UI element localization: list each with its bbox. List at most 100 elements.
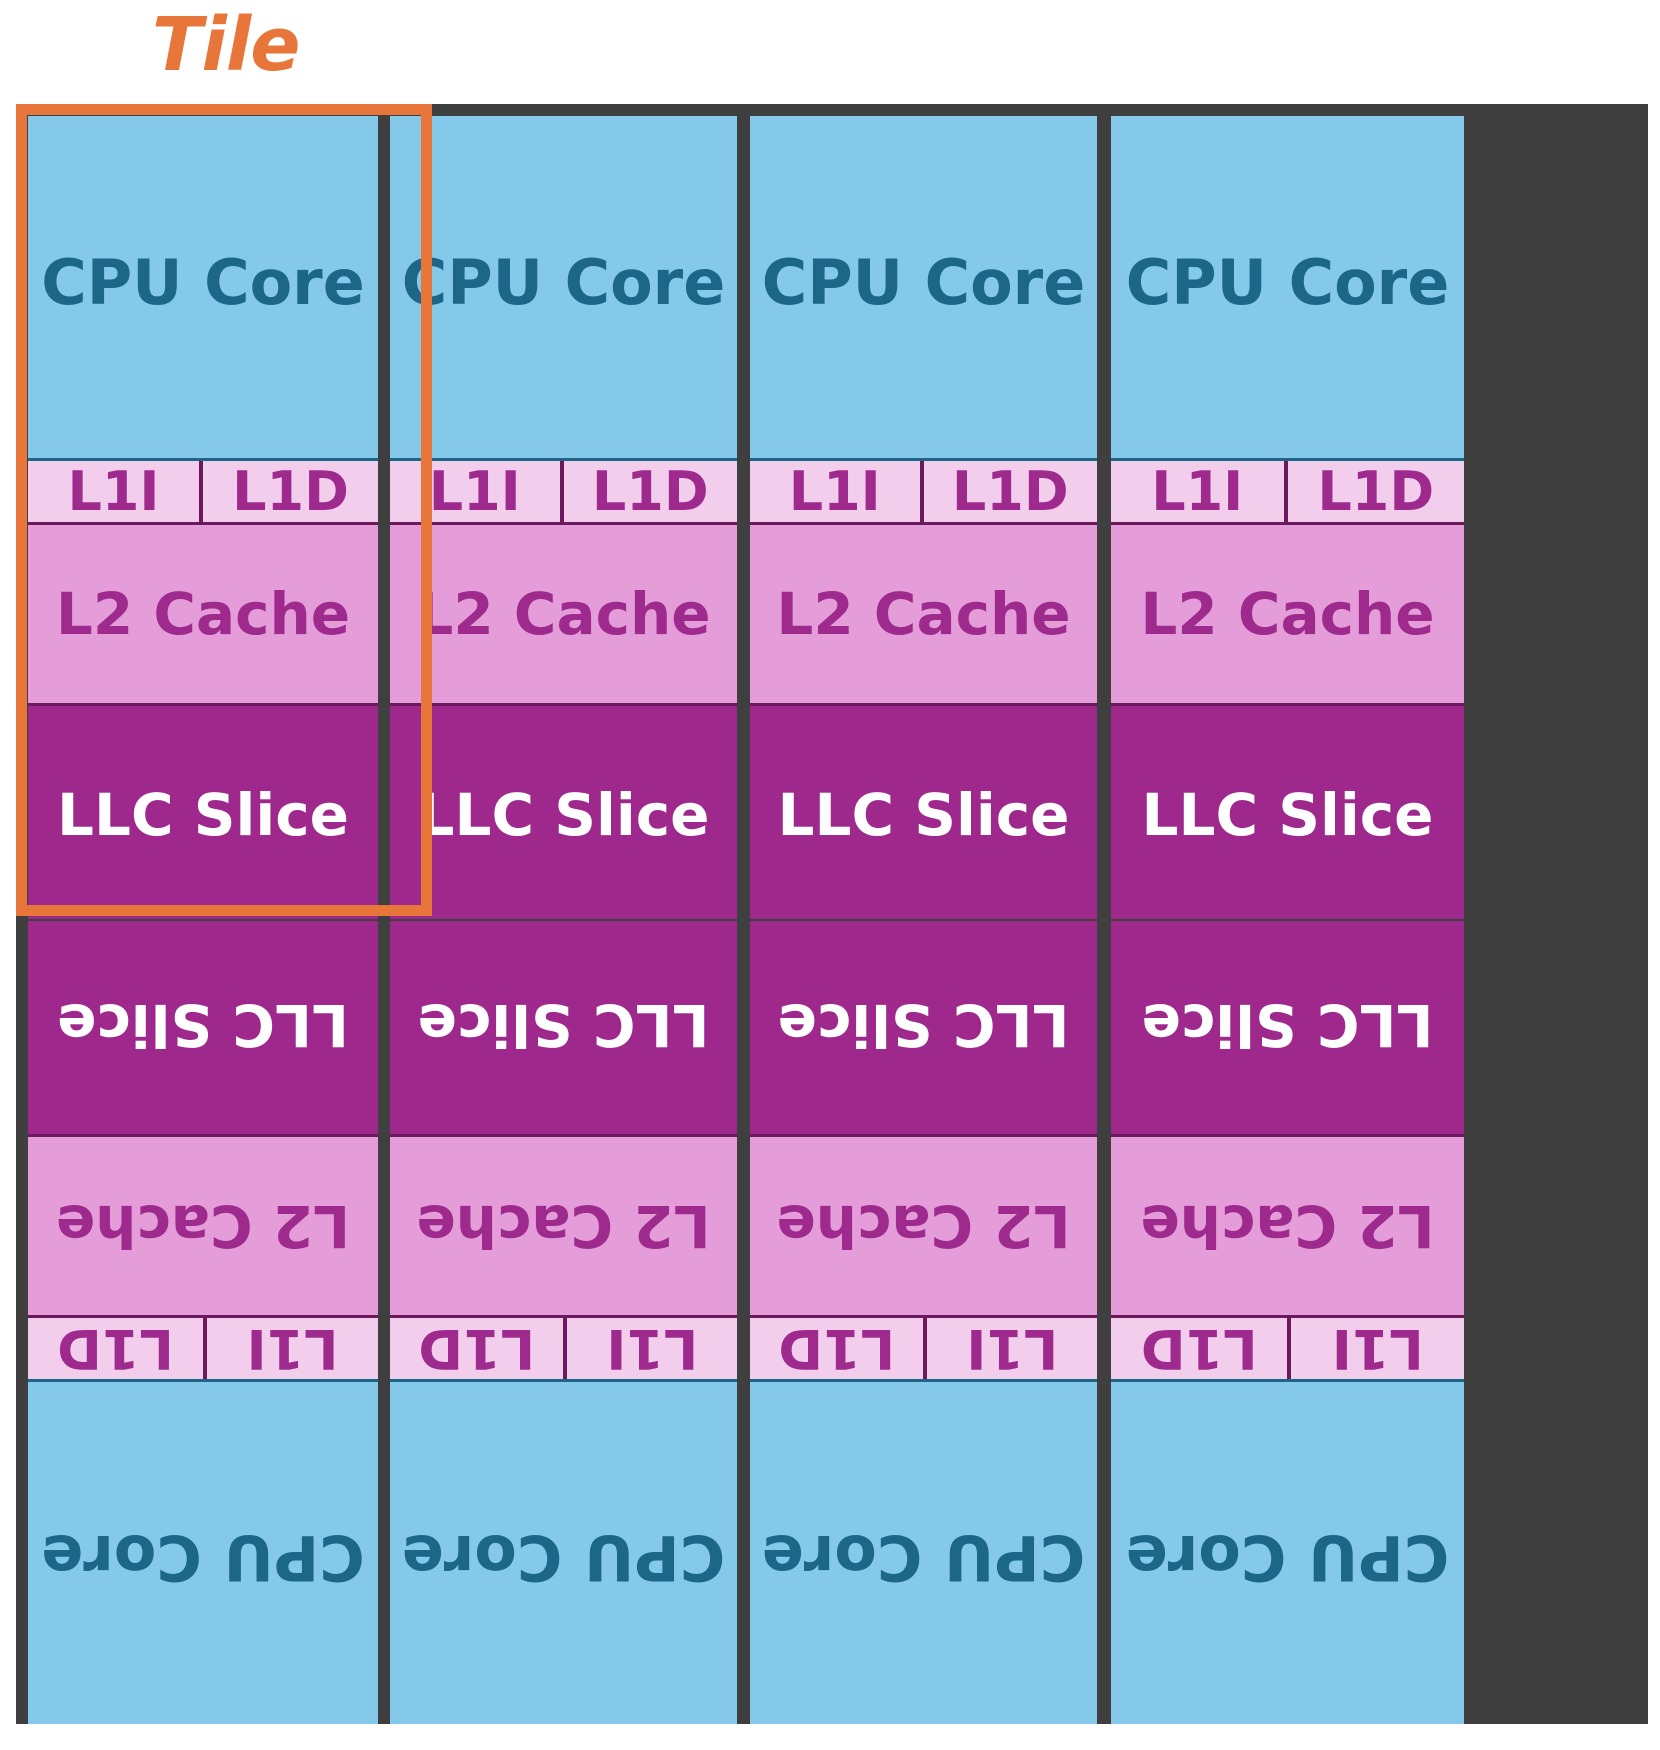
l1-cache-row: L1I L1D <box>1111 1315 1464 1380</box>
l1i-cache-block: L1I <box>923 1317 1097 1380</box>
cpu-core-block: CPU Core <box>390 116 737 461</box>
llc-slice-label: LLC Slice <box>1141 991 1434 1060</box>
cpu-core-block: CPU Core <box>28 1379 378 1724</box>
l2-cache-block: L2 Cache <box>390 525 737 706</box>
l1d-label: L1D <box>57 1317 174 1380</box>
l1d-cache-block: L1D <box>1288 460 1465 523</box>
llc-slice-block: LLC Slice <box>390 921 737 1134</box>
llc-slice-block: LLC Slice <box>750 921 1097 1134</box>
l1d-label: L1D <box>1317 460 1435 523</box>
llc-slice-label: LLC Slice <box>1141 780 1434 849</box>
cpu-core-label: CPU Core <box>401 245 726 319</box>
l1i-label: L1I <box>966 1317 1059 1380</box>
l1i-label: L1I <box>428 460 521 523</box>
tile-half: CPU Core L1I L1D L2 Cache LLC Slice <box>390 116 737 919</box>
cpu-core-block: CPU Core <box>390 1379 737 1724</box>
tile-half-rotated: CPU Core L1I L1D L2 Cache LLC Slice <box>750 921 1097 1724</box>
cpu-core-label: CPU Core <box>41 1521 365 1595</box>
l1i-label: L1I <box>1331 1317 1424 1380</box>
l1d-label: L1D <box>951 460 1069 523</box>
l2-cache-block: L2 Cache <box>1111 1134 1464 1315</box>
tile-top-1: CPU Core L1I L1D L2 Cache LLC Slice <box>28 116 378 919</box>
l2-cache-block: L2 Cache <box>390 1134 737 1315</box>
llc-slice-label: LLC Slice <box>417 780 710 849</box>
l2-cache-label: L2 Cache <box>776 580 1071 648</box>
llc-slice-label: LLC Slice <box>777 991 1070 1060</box>
tile-half: CPU Core L1I L1D L2 Cache LLC Slice <box>1111 116 1464 919</box>
l1d-cache-block: L1D <box>28 1317 203 1380</box>
llc-slice-label: LLC Slice <box>417 991 710 1060</box>
l1-cache-row: L1I L1D <box>390 1315 737 1380</box>
l1-cache-row: L1I L1D <box>750 1315 1097 1380</box>
l1d-label: L1D <box>232 460 349 523</box>
l1i-cache-block: L1I <box>1287 1317 1464 1380</box>
l1i-label: L1I <box>67 460 160 523</box>
cpu-core-label: CPU Core <box>761 245 1086 319</box>
llc-slice-block: LLC Slice <box>750 706 1097 919</box>
l2-cache-label: L2 Cache <box>776 1192 1071 1260</box>
l1d-label: L1D <box>591 460 709 523</box>
tile-half: CPU Core L1I L1D L2 Cache LLC Slice <box>28 116 378 919</box>
tile-half-rotated: CPU Core L1I L1D L2 Cache LLC Slice <box>1111 921 1464 1724</box>
tile-top-3: CPU Core L1I L1D L2 Cache LLC Slice <box>750 116 1097 919</box>
l1d-label: L1D <box>1140 1317 1258 1380</box>
llc-slice-label: LLC Slice <box>57 780 349 849</box>
l1d-cache-block: L1D <box>564 460 738 523</box>
l2-cache-label: L2 Cache <box>416 1192 711 1260</box>
cpu-core-label: CPU Core <box>41 245 365 319</box>
l2-cache-label: L2 Cache <box>416 580 711 648</box>
l2-cache-block: L2 Cache <box>28 525 378 706</box>
l1i-label: L1I <box>1151 460 1244 523</box>
llc-slice-block: LLC Slice <box>1111 921 1464 1134</box>
l1i-label: L1I <box>246 1317 339 1380</box>
cpu-core-label: CPU Core <box>401 1521 726 1595</box>
l2-cache-label: L2 Cache <box>1140 1192 1435 1260</box>
l1-cache-row: L1I L1D <box>28 460 378 525</box>
l1-cache-row: L1I L1D <box>750 460 1098 525</box>
tile-half-rotated: CPU Core L1I L1D L2 Cache LLC Slice <box>28 921 378 1724</box>
l2-cache-block: L2 Cache <box>750 525 1097 706</box>
cpu-core-block: CPU Core <box>1111 1379 1464 1724</box>
l1-cache-row: L1I L1D <box>390 460 738 525</box>
l1d-cache-block: L1D <box>203 460 378 523</box>
l2-cache-label: L2 Cache <box>55 1192 351 1260</box>
tile-top-4: CPU Core L1I L1D L2 Cache LLC Slice <box>1111 116 1464 919</box>
l1d-cache-block: L1D <box>390 1317 564 1380</box>
l1d-label: L1D <box>778 1317 896 1380</box>
cpu-core-label: CPU Core <box>1125 245 1450 319</box>
l1-cache-row: L1I L1D <box>28 1315 378 1380</box>
llc-slice-block: LLC Slice <box>1111 706 1464 919</box>
l1i-cache-block: L1I <box>750 460 924 523</box>
l2-cache-block: L2 Cache <box>750 1134 1097 1315</box>
l1i-cache-block: L1I <box>203 1317 378 1380</box>
llc-slice-block: LLC Slice <box>390 706 737 919</box>
tile-bottom-4: CPU Core L1I L1D L2 Cache LLC Slice <box>1111 921 1464 1724</box>
tile-label: Tile <box>152 2 300 88</box>
llc-slice-block: LLC Slice <box>28 921 378 1134</box>
l2-cache-block: L2 Cache <box>1111 525 1464 706</box>
tile-bottom-2: CPU Core L1I L1D L2 Cache LLC Slice <box>390 921 737 1724</box>
tile-highlight-box <box>16 104 432 916</box>
processor-grid: CPU Core L1I L1D L2 Cache LLC Slice CPU Core L… <box>16 104 1648 1724</box>
cpu-core-label: CPU Core <box>1125 1521 1450 1595</box>
cpu-core-label: CPU Core <box>761 1521 1086 1595</box>
l1i-label: L1I <box>788 460 881 523</box>
l1i-cache-block: L1I <box>1111 460 1288 523</box>
tile-bottom-1: CPU Core L1I L1D L2 Cache LLC Slice <box>28 921 378 1724</box>
l1-cache-row: L1I L1D <box>1111 460 1465 525</box>
llc-slice-label: LLC Slice <box>57 991 349 1060</box>
l1d-cache-block: L1D <box>924 460 1098 523</box>
llc-slice-block: LLC Slice <box>28 706 378 919</box>
tile-top-2: CPU Core L1I L1D L2 Cache LLC Slice <box>390 116 737 919</box>
l2-cache-label: L2 Cache <box>55 580 351 648</box>
tile-half: CPU Core L1I L1D L2 Cache LLC Slice <box>750 116 1097 919</box>
cpu-core-block: CPU Core <box>1111 116 1464 461</box>
l1i-cache-block: L1I <box>563 1317 737 1380</box>
l1d-label: L1D <box>418 1317 536 1380</box>
l2-cache-block: L2 Cache <box>28 1134 378 1315</box>
l1i-cache-block: L1I <box>28 460 203 523</box>
cpu-core-block: CPU Core <box>28 116 378 461</box>
l1d-cache-block: L1D <box>1111 1317 1288 1380</box>
cpu-core-block: CPU Core <box>750 1379 1097 1724</box>
tile-half-rotated: CPU Core L1I L1D L2 Cache LLC Slice <box>390 921 737 1724</box>
